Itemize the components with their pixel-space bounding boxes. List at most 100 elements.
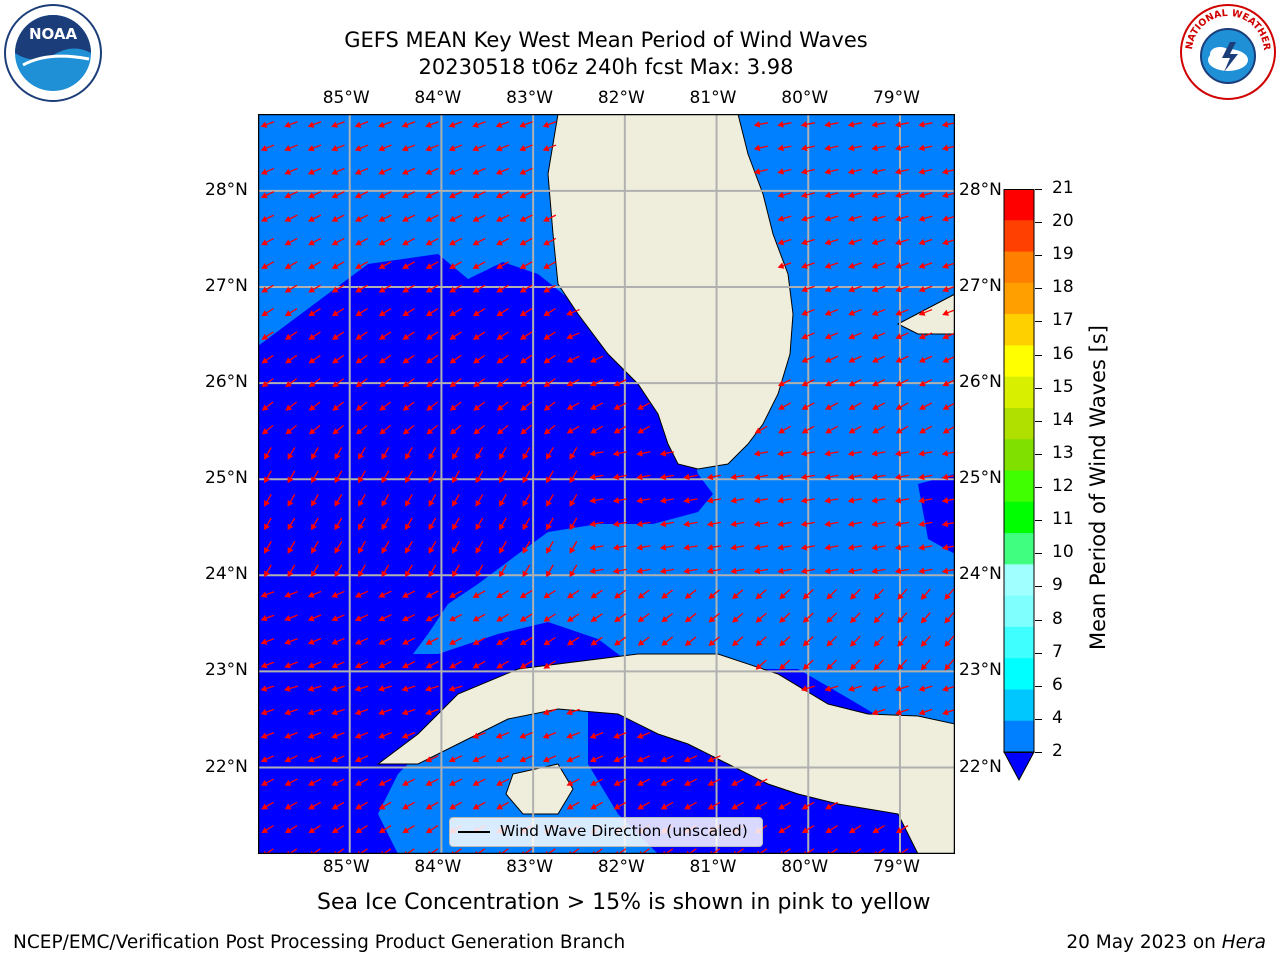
wave-direction-arrow bbox=[543, 613, 556, 622]
wave-direction-arrow bbox=[637, 425, 650, 434]
wave-direction-arrow bbox=[496, 378, 509, 388]
wave-direction-arrow bbox=[918, 262, 933, 269]
wave-direction-arrow bbox=[801, 824, 815, 834]
wave-direction-arrow bbox=[894, 497, 910, 504]
wave-direction-arrow bbox=[801, 379, 815, 387]
wave-direction-arrow bbox=[637, 613, 650, 623]
wave-direction-arrow bbox=[426, 354, 439, 364]
wave-direction-arrow bbox=[354, 191, 369, 199]
wave-direction-arrow bbox=[942, 262, 955, 269]
wave-direction-arrow bbox=[590, 778, 604, 786]
wave-direction-arrow bbox=[261, 237, 275, 246]
wave-direction-arrow bbox=[731, 801, 744, 810]
colorbar-frame bbox=[1003, 189, 1035, 753]
wave-direction-arrow bbox=[425, 708, 439, 716]
wave-direction-arrow bbox=[543, 308, 556, 317]
footer-date: 20 May 2023 on bbox=[1066, 932, 1222, 953]
wave-direction-arrow bbox=[308, 378, 321, 388]
colorbar-tick-mark bbox=[1035, 652, 1042, 654]
wave-direction-arrow bbox=[636, 567, 651, 575]
wave-direction-arrow bbox=[850, 659, 861, 671]
wave-direction-arrow bbox=[636, 473, 651, 481]
wave-direction-arrow bbox=[895, 285, 909, 293]
wave-direction-arrow bbox=[307, 708, 322, 716]
wave-direction-arrow bbox=[284, 778, 298, 786]
wave-direction-arrow bbox=[826, 659, 838, 671]
wave-direction-arrow bbox=[894, 450, 910, 457]
wave-direction-arrow bbox=[637, 402, 651, 410]
wave-direction-arrow bbox=[331, 284, 345, 293]
wave-direction-arrow bbox=[777, 215, 792, 222]
wave-direction-arrow bbox=[448, 121, 463, 128]
wave-direction-arrow bbox=[918, 379, 933, 387]
colorbar-tick-label: 2 bbox=[1052, 741, 1063, 761]
wave-direction-arrow bbox=[425, 261, 439, 269]
wave-direction-arrow bbox=[260, 144, 275, 152]
wave-direction-arrow bbox=[334, 447, 343, 460]
wave-direction-arrow bbox=[401, 144, 416, 152]
wave-direction-arrow bbox=[801, 801, 815, 810]
wave-direction-arrow bbox=[941, 168, 955, 175]
wave-direction-arrow bbox=[311, 447, 319, 460]
wave-direction-arrow bbox=[778, 824, 791, 834]
land-cuba bbox=[376, 653, 955, 854]
wave-direction-arrow bbox=[449, 237, 463, 246]
wave-direction-arrow bbox=[612, 520, 628, 528]
wave-direction-arrow bbox=[942, 285, 955, 293]
wave-direction-arrow bbox=[546, 447, 554, 460]
wave-direction-arrow bbox=[475, 541, 484, 554]
wave-direction-arrow bbox=[307, 214, 322, 222]
wave-direction-arrow bbox=[260, 661, 275, 669]
wave-direction-arrow bbox=[942, 309, 955, 316]
colorbar-tick-label: 4 bbox=[1052, 707, 1063, 728]
colorbar bbox=[1003, 189, 1035, 782]
wave-direction-arrow bbox=[918, 544, 933, 551]
wave-direction-arrow bbox=[331, 708, 345, 716]
wave-direction-arrow bbox=[519, 167, 533, 175]
wave-direction-arrow bbox=[566, 308, 580, 316]
colorbar-tick-label: 15 bbox=[1052, 376, 1074, 397]
wave-direction-arrow bbox=[285, 354, 298, 364]
wave-direction-arrow bbox=[569, 470, 578, 484]
wave-direction-arrow bbox=[753, 168, 768, 175]
wave-direction-arrow bbox=[918, 191, 933, 199]
colorbar-segment bbox=[1004, 501, 1034, 534]
wave-direction-arrow bbox=[871, 473, 886, 481]
longitude-label: 82°W bbox=[597, 857, 645, 877]
wave-direction-arrow bbox=[847, 520, 863, 528]
wave-direction-arrow bbox=[636, 731, 651, 739]
sea-ice-note: Sea Ice Concentration > 15% is shown in … bbox=[317, 890, 931, 915]
wave-direction-arrow bbox=[354, 214, 369, 222]
wave-direction-arrow bbox=[826, 612, 838, 624]
wave-direction-arrow bbox=[449, 401, 462, 411]
colorbar-segment bbox=[1004, 470, 1034, 503]
wave-direction-arrow bbox=[566, 778, 580, 786]
colorbar-segment bbox=[1004, 314, 1034, 346]
wave-direction-arrow bbox=[636, 755, 651, 763]
wave-direction-arrow bbox=[777, 238, 792, 246]
wave-direction-arrow bbox=[381, 564, 390, 578]
wave-direction-arrow bbox=[800, 191, 815, 199]
wave-direction-arrow bbox=[519, 191, 533, 199]
wave-direction-arrow bbox=[730, 567, 745, 575]
wave-direction-arrow bbox=[706, 473, 722, 481]
colorbar-tick-label: 10 bbox=[1052, 542, 1074, 563]
wave-direction-arrow bbox=[824, 191, 839, 199]
wave-direction-arrow bbox=[873, 659, 884, 671]
wave-direction-arrow bbox=[496, 613, 509, 622]
wave-direction-arrow bbox=[520, 401, 533, 411]
wave-direction-arrow bbox=[543, 237, 557, 246]
wave-direction-arrow bbox=[260, 591, 275, 598]
wave-direction-arrow bbox=[777, 567, 792, 575]
wave-direction-arrow bbox=[824, 215, 839, 222]
colorbar-tick-label: 18 bbox=[1052, 277, 1074, 298]
wave-direction-arrow bbox=[918, 332, 933, 340]
wave-direction-arrow bbox=[546, 494, 554, 507]
colorbar-tick-label: 20 bbox=[1052, 211, 1074, 232]
wave-direction-arrow bbox=[284, 614, 298, 622]
wave-direction-arrow bbox=[473, 401, 486, 411]
wave-direction-arrow bbox=[613, 402, 627, 410]
wave-direction-arrow bbox=[425, 824, 439, 834]
wave-direction-arrow bbox=[473, 378, 486, 388]
wave-direction-arrow bbox=[402, 801, 415, 810]
